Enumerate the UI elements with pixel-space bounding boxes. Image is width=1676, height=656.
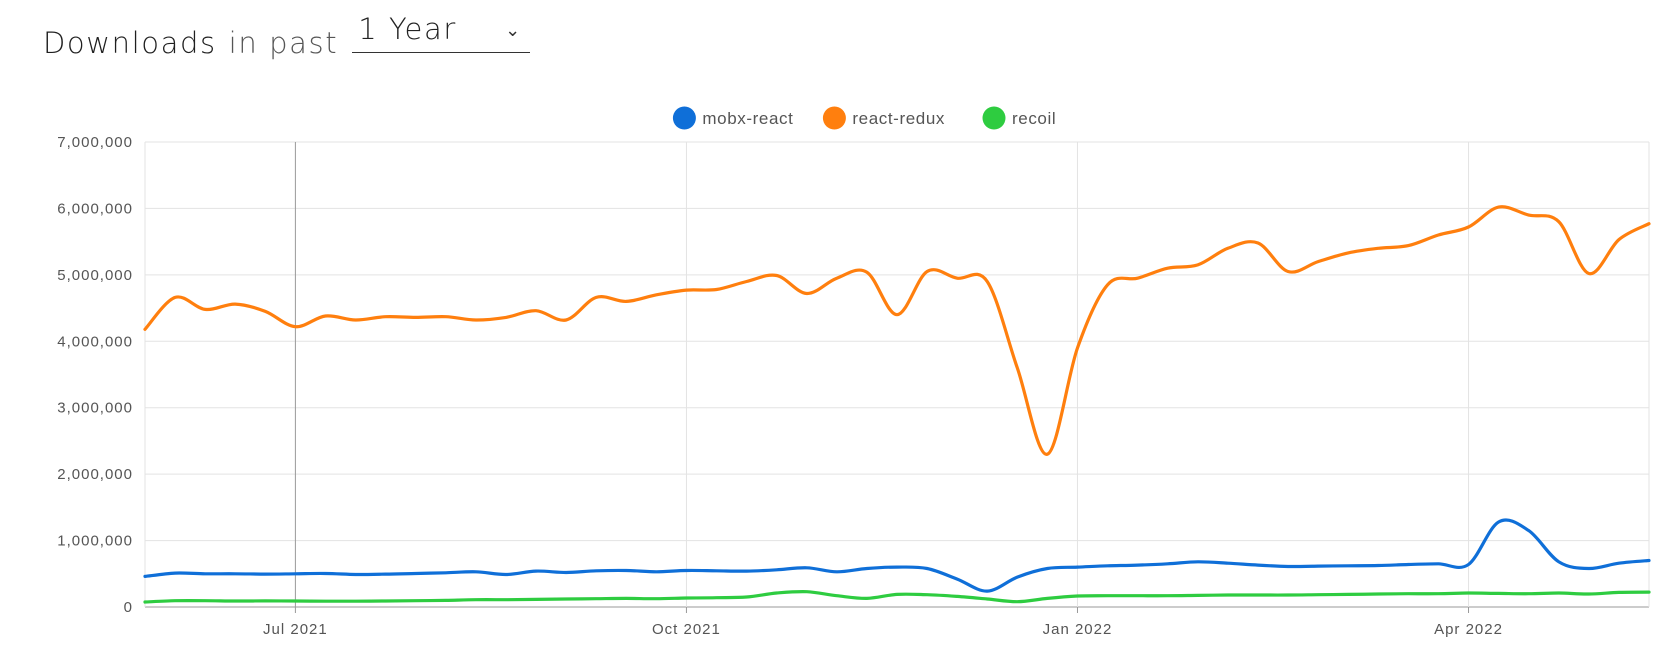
x-tick-label: Jan 2022	[1043, 621, 1113, 638]
period-select[interactable]: 1 Year ⌄	[352, 12, 531, 53]
y-tick-label: 6,000,000	[57, 200, 133, 217]
y-tick-label: 2,000,000	[57, 466, 133, 483]
period-prefix: in past	[228, 26, 339, 60]
downloads-title: Downloads	[43, 26, 217, 60]
y-tick-label: 7,000,000	[57, 134, 133, 151]
downloads-header: Downloads in past 1 Year ⌄	[43, 12, 531, 60]
x-tick-label: Apr 2022	[1434, 621, 1503, 638]
legend-label-recoil: recoil	[1012, 109, 1056, 128]
y-tick-label: 5,000,000	[57, 267, 133, 284]
legend-marker-react-redux	[822, 106, 846, 130]
legend-label-mobx-react: mobx-react	[702, 109, 793, 128]
series-line-mobx-react	[143, 518, 1651, 593]
period-select-value: 1 Year	[358, 12, 457, 46]
y-tick-label: 3,000,000	[57, 400, 133, 417]
y-tick-label: 0	[124, 599, 133, 616]
legend-label-react-redux: react-redux	[852, 109, 945, 128]
legend-marker-mobx-react	[672, 106, 696, 130]
y-tick-label: 1,000,000	[57, 533, 133, 550]
chevron-down-icon: ⌄	[505, 20, 521, 41]
y-tick-label: 4,000,000	[57, 333, 133, 350]
series-line-recoil	[143, 590, 1651, 604]
x-tick-label: Jul 2021	[263, 621, 328, 638]
x-tick-label: Oct 2021	[652, 621, 721, 638]
series-line-react-redux	[143, 205, 1651, 456]
legend-marker-recoil	[982, 106, 1006, 130]
